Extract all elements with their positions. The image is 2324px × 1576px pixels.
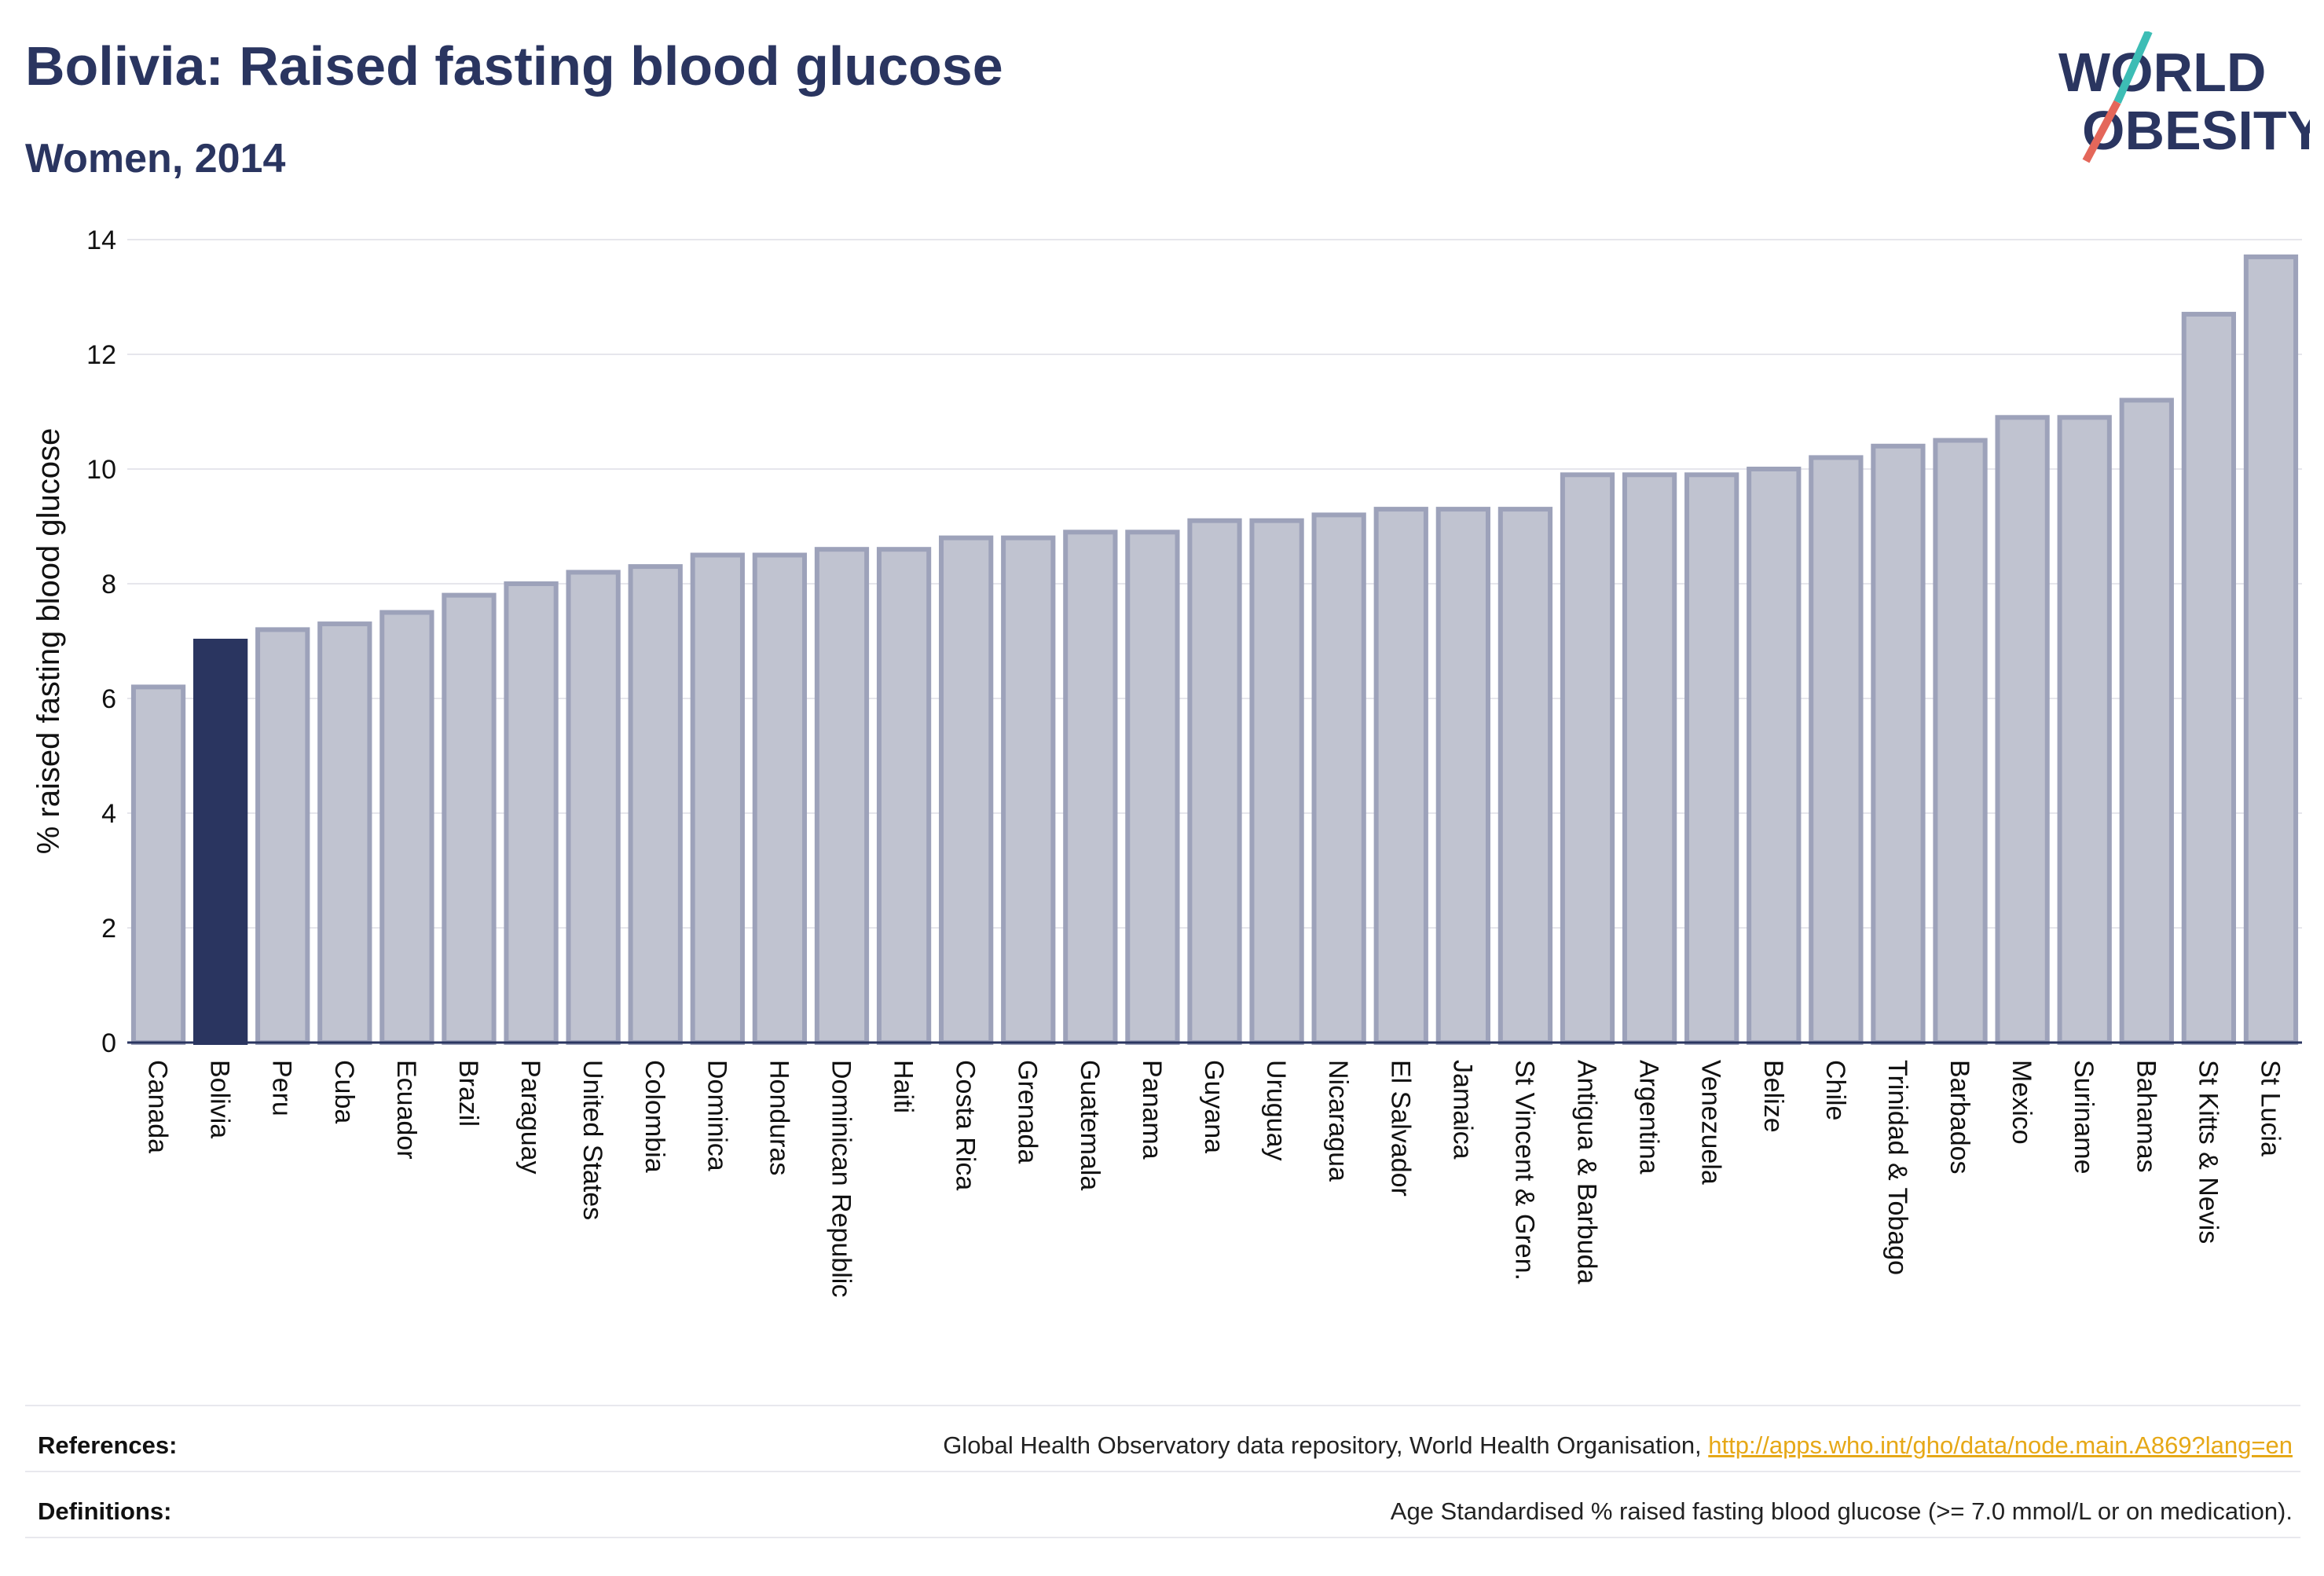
bar-mexico <box>1995 415 2050 1045</box>
bar-costa-rica <box>939 535 994 1045</box>
x-tick-label: Jamaica <box>1447 1060 1477 1160</box>
bar-bolivia <box>192 639 248 1045</box>
x-tick-label: Guyana <box>1199 1060 1229 1153</box>
bar-paraguay <box>504 581 559 1045</box>
x-tick-label: Bolivia <box>205 1060 235 1138</box>
x-tick-label: Venezuela <box>1696 1060 1726 1185</box>
bar-guyana <box>1187 518 1242 1045</box>
x-tick-label: Antigua & Barbuda <box>1572 1060 1602 1285</box>
y-axis-label: % raised fasting blood glucose <box>31 428 66 855</box>
x-tick-label: Canada <box>143 1060 173 1153</box>
footer-divider-middle <box>25 1471 2300 1472</box>
x-tick-label: Dominican Republic <box>826 1060 856 1297</box>
footer-divider-top <box>25 1405 2300 1406</box>
bar-peru <box>255 627 310 1045</box>
y-tick-label: 10 <box>86 455 116 485</box>
bar-canada <box>130 684 186 1046</box>
x-tick-label: Belize <box>1758 1060 1788 1133</box>
bar-barbados <box>1933 438 1988 1045</box>
x-tick-label: Costa Rica <box>951 1060 981 1190</box>
bar-ecuador <box>379 610 434 1045</box>
x-tick-label: Haiti <box>889 1060 918 1113</box>
x-tick-label: Ecuador <box>391 1060 421 1160</box>
footer-divider-bottom <box>25 1537 2300 1538</box>
bar-suriname <box>2057 415 2112 1045</box>
page-subtitle: Women, 2014 <box>25 136 286 181</box>
bar-st-kitts-nevis <box>2181 311 2237 1045</box>
bar-brazil <box>442 592 497 1045</box>
x-tick-label: Uruguay <box>1261 1060 1291 1161</box>
x-tick-label: Peru <box>267 1060 297 1116</box>
x-axis-labels: Canada Bolivia Peru Cuba Ecuador Brazil Paragu… <box>143 1060 2286 1297</box>
bar-honduras <box>752 552 808 1045</box>
bar-uruguay <box>1249 518 1304 1045</box>
bar-chart: 0 2 4 6 8 10 12 14 Canada Bolivia Peru Cuba Ecuador… <box>31 225 2302 1297</box>
bar-panama <box>1125 530 1180 1045</box>
y-tick-label: 2 <box>101 914 116 944</box>
bar-haiti <box>876 547 932 1045</box>
x-tick-label: Colombia <box>640 1060 669 1173</box>
x-tick-label: Argentina <box>1634 1060 1664 1175</box>
x-tick-label: Chile <box>1820 1060 1850 1120</box>
x-tick-label: St Kitts & Nevis <box>2193 1060 2223 1244</box>
bar-argentina <box>1622 472 1677 1045</box>
bar-bahamas <box>2119 398 2174 1045</box>
x-tick-label: Panama <box>1137 1060 1167 1160</box>
x-tick-label: Bahamas <box>2131 1060 2161 1173</box>
bar-colombia <box>628 564 683 1045</box>
logo-word-1: WORLD <box>2058 42 2266 103</box>
x-tick-label: United States <box>577 1060 607 1220</box>
bar-st-lucia <box>2243 254 2299 1045</box>
y-tick-label: 6 <box>101 684 116 714</box>
bar-el-salvador <box>1373 507 1428 1045</box>
world-obesity-logo: WORLD OBESITY <box>2058 31 2310 163</box>
bar-chile <box>1809 455 1864 1045</box>
y-tick-label: 4 <box>101 799 116 829</box>
x-tick-label: Grenada <box>1013 1060 1043 1164</box>
y-tick-label: 14 <box>86 225 116 255</box>
y-tick-label: 12 <box>86 340 116 370</box>
bar-belize <box>1747 467 1802 1045</box>
bar-jamaica <box>1435 507 1490 1045</box>
bar-dominica <box>690 552 745 1045</box>
page-title: Bolivia: Raised fasting blood glucose <box>25 35 1003 97</box>
bar-st-vincent-gren- <box>1497 507 1553 1045</box>
definitions-text: Age Standardised % raised fasting blood … <box>1390 1497 2293 1525</box>
x-tick-label: Cuba <box>329 1060 359 1123</box>
x-tick-label: Trinidad & Tobago <box>1882 1060 1912 1275</box>
x-tick-label: El Salvador <box>1385 1060 1415 1197</box>
bar-antigua-barbuda <box>1560 472 1615 1045</box>
logo-slash-top <box>2113 31 2153 104</box>
references-source: Global Health Observatory data repositor… <box>943 1431 1709 1459</box>
x-tick-label: Brazil <box>453 1060 483 1127</box>
chart-bars <box>130 254 2299 1046</box>
bar-nicaragua <box>1311 512 1366 1045</box>
bar-grenada <box>1001 535 1056 1045</box>
logo-slash-bottom <box>2082 100 2121 163</box>
bar-venezuela <box>1684 472 1739 1045</box>
references-link[interactable]: http://apps.who.int/gho/data/node.main.A… <box>1708 1431 2293 1459</box>
references-label: References: <box>38 1431 178 1459</box>
bar-cuba <box>317 621 372 1045</box>
x-tick-label: St Lucia <box>2255 1060 2285 1156</box>
x-tick-label: Dominica <box>702 1060 731 1171</box>
x-tick-label: Guatemala <box>1075 1060 1105 1190</box>
x-tick-label: St Vincent & Gren. <box>1509 1060 1539 1281</box>
x-tick-label: Barbados <box>1945 1060 1974 1175</box>
bar-trinidad-tobago <box>1871 443 1926 1045</box>
bar-guatemala <box>1063 530 1118 1045</box>
x-tick-label: Nicaragua <box>1323 1060 1353 1182</box>
x-tick-label: Honduras <box>764 1060 794 1175</box>
x-tick-label: Paraguay <box>515 1060 545 1175</box>
definitions-label: Definitions: <box>38 1497 172 1525</box>
logo-word-2: OBESITY <box>2082 100 2310 161</box>
references-text: Global Health Observatory data repositor… <box>943 1431 2293 1460</box>
bar-dominican-republic <box>814 547 870 1045</box>
bar-united-states <box>566 570 621 1045</box>
x-tick-label: Suriname <box>2069 1060 2099 1175</box>
x-tick-label: Mexico <box>2007 1060 2036 1145</box>
y-tick-label: 8 <box>101 570 116 599</box>
y-tick-label: 0 <box>101 1028 116 1058</box>
y-axis-ticks: 0 2 4 6 8 10 12 14 <box>86 225 116 1058</box>
